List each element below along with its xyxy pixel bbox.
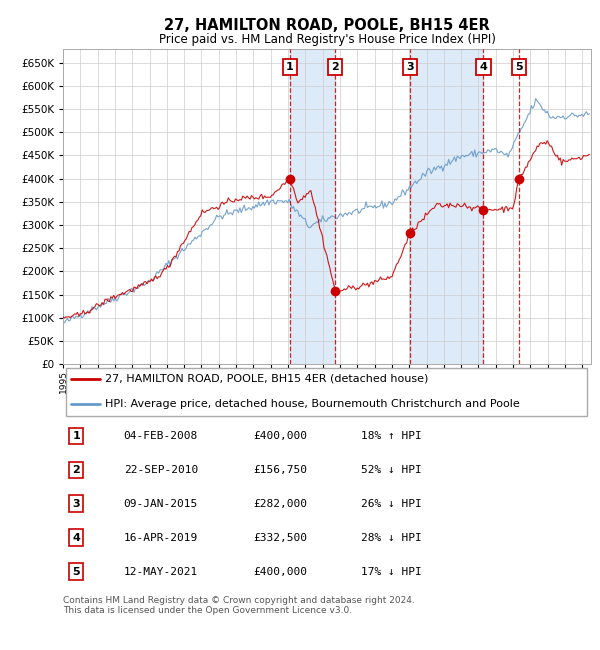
Text: 04-FEB-2008: 04-FEB-2008 — [124, 431, 198, 441]
Text: 2: 2 — [73, 465, 80, 474]
Text: 4: 4 — [72, 532, 80, 543]
Text: 3: 3 — [406, 62, 413, 72]
Text: 1: 1 — [286, 62, 293, 72]
Text: £156,750: £156,750 — [253, 465, 307, 474]
Text: 09-JAN-2015: 09-JAN-2015 — [124, 499, 198, 508]
Bar — [290, 49, 335, 364]
Text: 1: 1 — [73, 431, 80, 441]
Text: 17% ↓ HPI: 17% ↓ HPI — [361, 567, 422, 577]
Text: £400,000: £400,000 — [253, 567, 307, 577]
Bar — [410, 49, 484, 364]
Text: £400,000: £400,000 — [253, 431, 307, 441]
Text: 26% ↓ HPI: 26% ↓ HPI — [361, 499, 422, 508]
Text: 52% ↓ HPI: 52% ↓ HPI — [361, 465, 422, 474]
Text: 27, HAMILTON ROAD, POOLE, BH15 4ER: 27, HAMILTON ROAD, POOLE, BH15 4ER — [164, 18, 490, 33]
Text: 5: 5 — [73, 567, 80, 577]
Text: Contains HM Land Registry data © Crown copyright and database right 2024.
This d: Contains HM Land Registry data © Crown c… — [63, 596, 415, 615]
Text: 28% ↓ HPI: 28% ↓ HPI — [361, 532, 422, 543]
Text: 3: 3 — [73, 499, 80, 508]
Text: 5: 5 — [515, 62, 523, 72]
Text: £332,500: £332,500 — [253, 532, 307, 543]
Text: HPI: Average price, detached house, Bournemouth Christchurch and Poole: HPI: Average price, detached house, Bour… — [105, 399, 520, 409]
Text: £282,000: £282,000 — [253, 499, 307, 508]
Text: 4: 4 — [479, 62, 487, 72]
Text: 2: 2 — [331, 62, 339, 72]
Text: 12-MAY-2021: 12-MAY-2021 — [124, 567, 198, 577]
Text: 27, HAMILTON ROAD, POOLE, BH15 4ER (detached house): 27, HAMILTON ROAD, POOLE, BH15 4ER (deta… — [105, 374, 428, 384]
Text: 18% ↑ HPI: 18% ↑ HPI — [361, 431, 422, 441]
Text: 16-APR-2019: 16-APR-2019 — [124, 532, 198, 543]
FancyBboxPatch shape — [65, 368, 587, 416]
Text: 22-SEP-2010: 22-SEP-2010 — [124, 465, 198, 474]
Text: Price paid vs. HM Land Registry's House Price Index (HPI): Price paid vs. HM Land Registry's House … — [158, 32, 496, 46]
